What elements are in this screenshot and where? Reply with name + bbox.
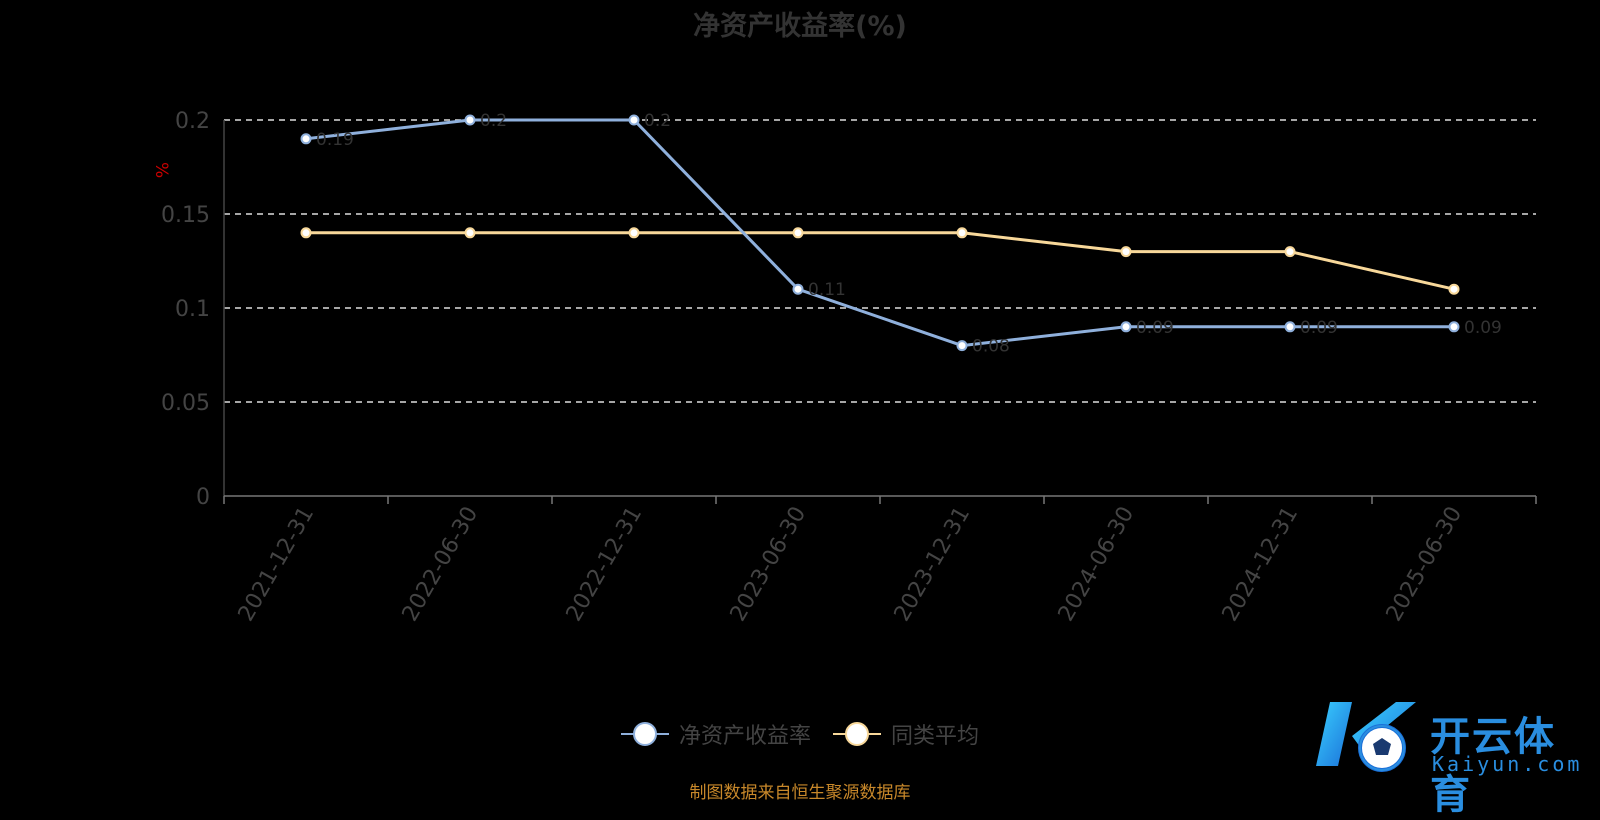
chart-title: 净资产收益率(%)	[693, 11, 907, 42]
series-0-point[interactable]	[956, 340, 968, 352]
legend-label-peer-avg: 同类平均	[891, 724, 980, 749]
y-tick-label: 0.2	[175, 109, 210, 134]
series-1-point[interactable]	[792, 227, 804, 239]
series-0-point[interactable]	[1120, 321, 1132, 333]
y-axis-label: %	[151, 162, 171, 178]
kaiyun-logo-icon	[1316, 702, 1416, 772]
series-1-point[interactable]	[1284, 246, 1296, 258]
series-0-point[interactable]	[628, 114, 640, 126]
x-tick-label: 2023-12-31	[890, 503, 976, 626]
data-label: 0.11	[808, 280, 846, 300]
series-1-point[interactable]	[1448, 283, 1460, 295]
axes: 0 0.05 0.1 0.15 0.2% 2021-12-31 2022-06-30 2022…	[151, 109, 1537, 626]
x-tick-label: 2022-06-30	[398, 503, 484, 626]
series-1-point[interactable]	[464, 227, 476, 239]
series-0-point[interactable]	[464, 114, 476, 126]
legend-swatch-roe	[620, 722, 669, 746]
watermark-logo: 开云体育 Kaiyun.com	[1312, 696, 1592, 818]
y-tick-label: 0.1	[175, 297, 210, 322]
legend-swatch-peer-avg	[833, 722, 881, 746]
series-0-point[interactable]	[300, 133, 312, 145]
watermark-en-text: Kaiyun.com	[1432, 752, 1583, 776]
source-note: 制图数据来自恒生聚源数据库	[689, 783, 911, 803]
data-label: 0.2	[480, 111, 507, 131]
data-label: 0.09	[1136, 318, 1174, 338]
series-0-point[interactable]	[1284, 321, 1296, 333]
data-label: 0.19	[316, 130, 354, 150]
series-line-1	[306, 231, 1455, 291]
series-line-0	[305, 118, 1454, 348]
series-1-point[interactable]	[628, 227, 640, 239]
x-tick-label: 2023-06-30	[726, 503, 812, 626]
legend: 净资产收益率 同类平均	[0, 718, 1600, 750]
x-tick-label: 2022-12-31	[562, 503, 648, 626]
x-tick-label: 2024-06-30	[1054, 503, 1140, 626]
x-tick-label: 2025-06-30	[1382, 503, 1468, 626]
y-tick-label: 0.15	[161, 203, 210, 228]
legend-label-roe: 净资产收益率	[678, 724, 811, 749]
series-1-point[interactable]	[300, 227, 312, 239]
series-0-point[interactable]	[792, 283, 804, 295]
data-label: 0.08	[972, 337, 1010, 357]
line-chart: 0 0.05 0.1 0.15 0.2% 2021-12-31 2022-06-30 2022…	[151, 109, 1537, 626]
series-1-point[interactable]	[956, 227, 968, 239]
series-1-point[interactable]	[1120, 246, 1132, 258]
grid-lines	[224, 119, 1536, 403]
legend-item-peer-avg[interactable]: 同类平均	[833, 718, 979, 750]
data-label: 0.09	[1464, 318, 1502, 338]
data-labels: 0.19 0.2 0.2 0.11 0.08 0.09 0.09 0.09	[316, 111, 1502, 357]
data-label: 0.2	[644, 111, 671, 131]
y-tick-label: 0.05	[161, 391, 210, 416]
x-tick-label: 2024-12-31	[1218, 503, 1304, 626]
series-0-point[interactable]	[1448, 321, 1460, 333]
series	[300, 114, 1460, 352]
data-label: 0.09	[1300, 318, 1338, 338]
x-tick-label: 2021-12-31	[234, 503, 320, 626]
y-tick-label: 0	[196, 485, 210, 510]
legend-item-roe[interactable]: 净资产收益率	[620, 718, 811, 750]
